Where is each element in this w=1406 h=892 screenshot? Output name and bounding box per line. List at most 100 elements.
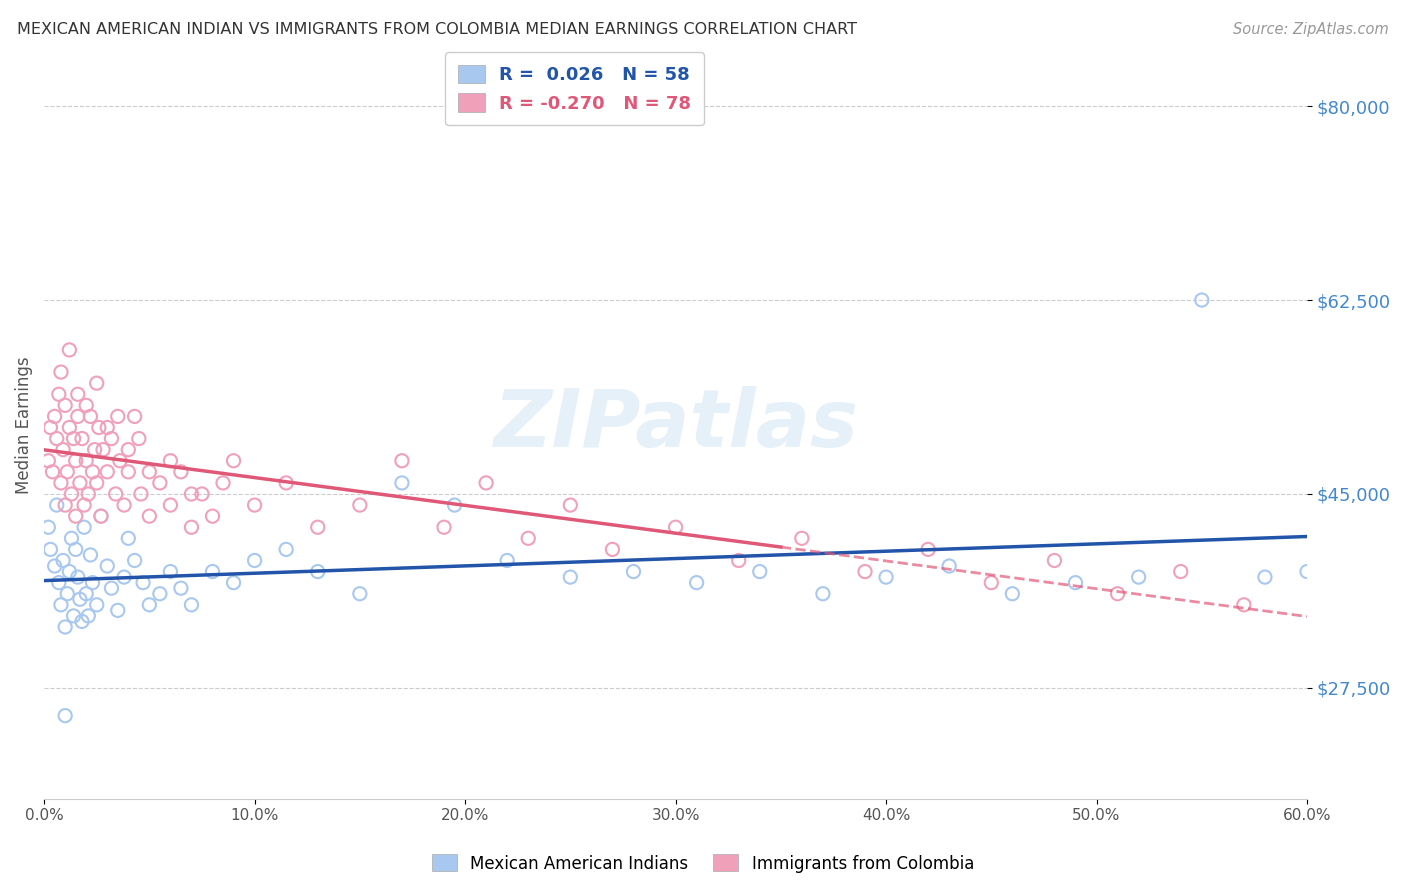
Point: [276, 475, 298, 490]
Point: [86, 598, 108, 612]
Point: [391, 454, 413, 468]
Point: [748, 565, 770, 579]
Point: [201, 565, 224, 579]
Point: [475, 475, 498, 490]
Point: [159, 454, 181, 468]
Point: [75, 398, 97, 412]
Point: [1128, 570, 1150, 584]
Point: [75, 587, 97, 601]
Point: [560, 498, 582, 512]
Point: [41, 465, 63, 479]
Point: [53, 708, 76, 723]
Point: [853, 565, 876, 579]
Point: [917, 542, 939, 557]
Point: [560, 570, 582, 584]
Point: [91, 442, 114, 457]
Point: [65, 454, 87, 468]
Point: [124, 553, 146, 567]
Point: [39, 420, 62, 434]
Point: [149, 587, 172, 601]
Point: [1233, 598, 1256, 612]
Point: [191, 487, 214, 501]
Point: [307, 565, 329, 579]
Point: [129, 487, 152, 501]
Point: [107, 603, 129, 617]
Point: [66, 570, 89, 584]
Point: [62, 608, 84, 623]
Point: [96, 465, 118, 479]
Point: [212, 475, 235, 490]
Point: [112, 570, 135, 584]
Point: [1170, 565, 1192, 579]
Point: [62, 432, 84, 446]
Point: [104, 487, 127, 501]
Point: [70, 432, 93, 446]
Point: [117, 531, 139, 545]
Point: [56, 587, 79, 601]
Point: [58, 420, 80, 434]
Point: [37, 520, 59, 534]
Point: [82, 575, 104, 590]
Legend: Mexican American Indians, Immigrants from Colombia: Mexican American Indians, Immigrants fro…: [425, 847, 981, 880]
Point: [48, 575, 70, 590]
Point: [1191, 293, 1213, 307]
Point: [45, 498, 67, 512]
Point: [349, 498, 371, 512]
Point: [79, 409, 101, 424]
Point: [1064, 575, 1087, 590]
Point: [443, 498, 465, 512]
Point: [180, 487, 202, 501]
Point: [170, 581, 193, 595]
Point: [60, 531, 83, 545]
Point: [1107, 587, 1129, 601]
Point: [170, 465, 193, 479]
Point: [124, 409, 146, 424]
Point: [727, 553, 749, 567]
Point: [86, 376, 108, 391]
Point: [1001, 587, 1024, 601]
Point: [73, 520, 96, 534]
Point: [58, 343, 80, 357]
Point: [66, 387, 89, 401]
Point: [149, 475, 172, 490]
Point: [70, 615, 93, 629]
Point: [79, 548, 101, 562]
Point: [53, 620, 76, 634]
Point: [45, 432, 67, 446]
Point: [82, 465, 104, 479]
Point: [87, 420, 110, 434]
Point: [49, 475, 72, 490]
Point: [138, 509, 160, 524]
Point: [56, 465, 79, 479]
Text: MEXICAN AMERICAN INDIAN VS IMMIGRANTS FROM COLOMBIA MEDIAN EARNINGS CORRELATION : MEXICAN AMERICAN INDIAN VS IMMIGRANTS FR…: [17, 22, 856, 37]
Point: [138, 598, 160, 612]
Point: [875, 570, 897, 584]
Point: [107, 409, 129, 424]
Point: [117, 465, 139, 479]
Point: [49, 365, 72, 379]
Point: [58, 565, 80, 579]
Point: [391, 475, 413, 490]
Point: [108, 454, 131, 468]
Point: [138, 465, 160, 479]
Point: [66, 409, 89, 424]
Point: [52, 442, 75, 457]
Point: [48, 387, 70, 401]
Point: [276, 542, 298, 557]
Point: [39, 542, 62, 557]
Point: [112, 498, 135, 512]
Point: [602, 542, 624, 557]
Point: [222, 575, 245, 590]
Point: [73, 498, 96, 512]
Point: [52, 553, 75, 567]
Point: [307, 520, 329, 534]
Point: [243, 553, 266, 567]
Point: [790, 531, 813, 545]
Point: [44, 559, 66, 574]
Point: [128, 432, 150, 446]
Point: [60, 487, 83, 501]
Point: [811, 587, 834, 601]
Point: [222, 454, 245, 468]
Point: [96, 559, 118, 574]
Text: ZIPatlas: ZIPatlas: [494, 385, 858, 464]
